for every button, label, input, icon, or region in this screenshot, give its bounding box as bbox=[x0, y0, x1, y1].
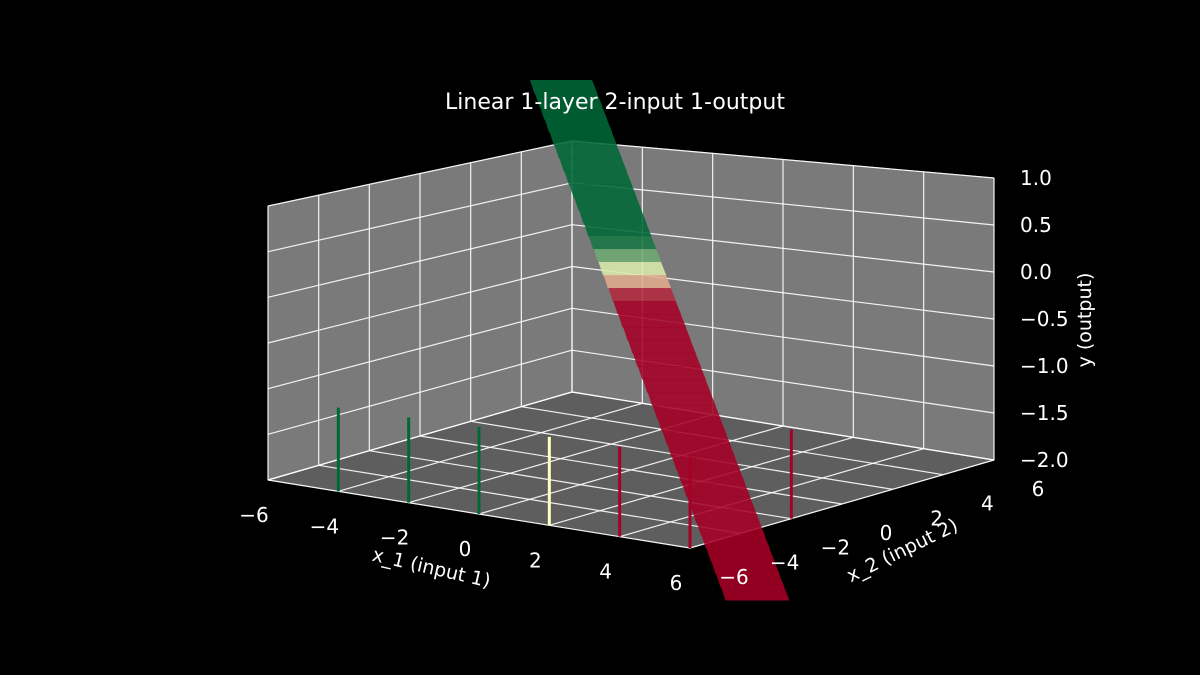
surface-strip bbox=[574, 197, 642, 211]
floor-grid-x2 bbox=[318, 464, 741, 534]
surface-strip bbox=[534, 93, 603, 107]
left-grid-y bbox=[267, 140, 573, 207]
surface-strip bbox=[583, 223, 652, 237]
surface-strip bbox=[593, 249, 662, 263]
surface-strip bbox=[598, 262, 667, 276]
x2-tick-label: 0 bbox=[880, 521, 893, 545]
surface-strip bbox=[544, 119, 613, 133]
x1-tick-label: 4 bbox=[599, 560, 612, 584]
back-grid-y bbox=[571, 391, 995, 461]
surface-strip bbox=[657, 418, 726, 432]
x1-tick-label: 6 bbox=[670, 571, 683, 595]
left-grid-y bbox=[267, 391, 573, 481]
y-tick-label: −2.0 bbox=[1020, 448, 1069, 472]
surface-strip bbox=[647, 392, 716, 406]
output-surface bbox=[530, 80, 790, 601]
surface-strip bbox=[559, 158, 627, 172]
x1-tick-label: 0 bbox=[459, 537, 472, 561]
y-tick-label: −1.0 bbox=[1020, 354, 1069, 378]
x1-axis-label: x_1 (input 1) bbox=[370, 544, 493, 593]
surface-strip bbox=[569, 184, 637, 198]
surface-strip bbox=[603, 275, 672, 289]
surface-strip bbox=[642, 379, 711, 393]
surface-strip bbox=[652, 405, 721, 419]
left-grid-y bbox=[267, 349, 573, 435]
surface-strip bbox=[681, 483, 751, 497]
x2-tick-label: −6 bbox=[719, 565, 748, 589]
surface-strip bbox=[623, 327, 691, 341]
left-grid-y bbox=[267, 265, 573, 344]
y-tick-label: 1.0 bbox=[1020, 166, 1052, 190]
y-tick-label: 0.0 bbox=[1020, 260, 1052, 284]
x1-tick-label: 2 bbox=[529, 548, 542, 572]
surface-strip bbox=[539, 106, 608, 120]
y-axis-label: y (output) bbox=[1074, 273, 1096, 368]
surface-strip bbox=[588, 236, 657, 250]
surface-strip bbox=[662, 431, 731, 445]
surface-strip bbox=[686, 496, 755, 510]
x2-axis-label: x_2 (input 2) bbox=[843, 514, 961, 587]
surface-strip bbox=[667, 444, 736, 458]
surface-strip bbox=[554, 145, 622, 159]
back-grid-y bbox=[571, 140, 995, 179]
x1-tick-label: −4 bbox=[310, 514, 339, 538]
surface-strip bbox=[608, 288, 677, 302]
surface-strip bbox=[677, 470, 746, 484]
floor-grid-x2 bbox=[521, 406, 944, 476]
surface-strip bbox=[628, 340, 696, 354]
y-tick-label: −1.5 bbox=[1020, 401, 1069, 425]
x2-tick-label: −4 bbox=[770, 550, 799, 574]
x2-tick-label: −2 bbox=[821, 536, 850, 560]
surface-strip bbox=[564, 171, 632, 185]
tick-labels: −6 −4 −2 0 2 4 6 −6 −4 −2 0 2 4 6 −2.0 −1.5 −1.0 −0.5 0.0 0… bbox=[239, 166, 1068, 595]
y-tick-label: 0.5 bbox=[1020, 213, 1052, 237]
y-tick-label: −0.5 bbox=[1020, 307, 1069, 331]
surface-strip bbox=[706, 548, 775, 562]
surface-strip bbox=[711, 561, 780, 575]
surface-strip bbox=[530, 80, 598, 94]
left-grid-y bbox=[267, 224, 573, 298]
surface-strip bbox=[716, 574, 785, 588]
x1-tick-label: −6 bbox=[239, 503, 268, 527]
surface-strip bbox=[613, 301, 682, 315]
surface-strip bbox=[701, 535, 770, 549]
surface-strip bbox=[637, 366, 706, 380]
surface-strip bbox=[632, 353, 701, 367]
surface-strip bbox=[618, 314, 687, 328]
x2-tick-label: 2 bbox=[930, 506, 943, 530]
chart-title: Linear 1-layer 2-input 1-output bbox=[445, 90, 785, 115]
surface-strip bbox=[549, 132, 618, 146]
surface-strip bbox=[691, 509, 760, 523]
x2-tick-label: 4 bbox=[981, 492, 994, 516]
surface-strip bbox=[721, 587, 790, 601]
surface-strip bbox=[696, 522, 765, 536]
back-grid-y bbox=[571, 182, 995, 226]
left-grid-y bbox=[267, 307, 573, 390]
x1-tick-label: −2 bbox=[380, 526, 409, 550]
x2-tick-label: 6 bbox=[1032, 477, 1045, 501]
surface-strip bbox=[579, 210, 647, 224]
left-grid-y bbox=[267, 182, 573, 253]
surface-strip bbox=[672, 457, 741, 471]
floor-grid-x2 bbox=[419, 435, 843, 505]
